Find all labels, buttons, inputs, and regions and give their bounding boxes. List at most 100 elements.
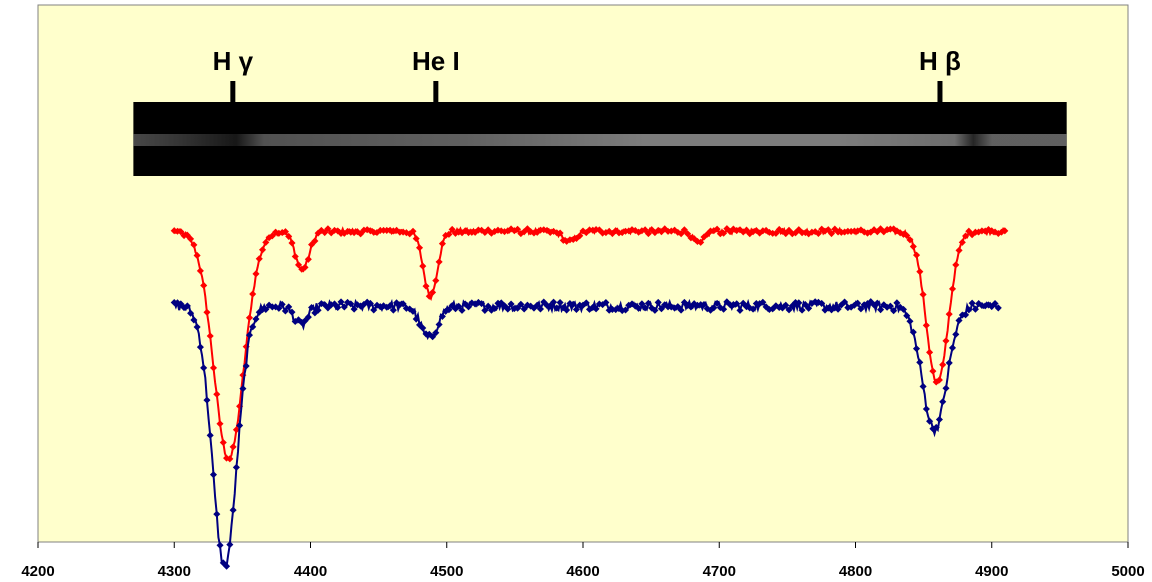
data-point: [249, 323, 257, 331]
data-point: [926, 348, 934, 356]
plot-area: [37, 4, 1129, 543]
spectral-line-markers: H γ He I H β: [213, 46, 961, 102]
data-point: [429, 333, 437, 341]
x-tick-label: 4800: [839, 563, 872, 580]
data-point: [827, 229, 836, 238]
data-point: [213, 510, 221, 518]
data-point: [903, 231, 911, 240]
data-point: [334, 303, 342, 311]
data-point: [415, 244, 424, 252]
data-point: [481, 306, 489, 314]
data-point: [759, 298, 767, 306]
data-point: [795, 299, 803, 307]
data-point: [491, 304, 499, 313]
data-point: [262, 305, 270, 313]
data-point: [435, 258, 443, 266]
data-point: [200, 364, 208, 372]
data-point: [677, 230, 685, 238]
data-point: [304, 313, 312, 321]
data-point: [906, 236, 914, 244]
data-point: [187, 309, 195, 317]
spectral-line-label: H γ: [213, 46, 254, 76]
data-point: [438, 240, 446, 248]
data-point: [190, 241, 198, 249]
data-point: [232, 463, 240, 471]
x-tick-label: 4500: [430, 563, 463, 580]
data-point: [955, 316, 963, 324]
data-point: [458, 306, 466, 314]
data-point: [945, 310, 953, 318]
spectral-line-label: H β: [919, 46, 961, 76]
data-point: [680, 226, 688, 234]
x-tick-label: 4900: [975, 563, 1008, 580]
data-point: [641, 304, 649, 312]
data-point: [229, 506, 237, 514]
data-point: [556, 299, 564, 307]
data-point: [909, 243, 917, 251]
data-point: [366, 299, 374, 308]
data-point: [275, 304, 283, 312]
data-point: [314, 306, 322, 314]
data-point: [942, 337, 950, 345]
data-point: [622, 306, 630, 314]
spectrum-image-strip: [133, 102, 1067, 176]
data-point: [991, 299, 999, 308]
line-marker-tick: [937, 81, 943, 102]
data-point: [906, 317, 914, 325]
data-point: [504, 305, 512, 313]
data-point: [635, 304, 643, 312]
data-point: [419, 324, 427, 332]
data-point: [536, 305, 544, 313]
data-point: [916, 268, 924, 276]
data-point: [337, 298, 345, 306]
data-point: [422, 282, 430, 290]
data-point: [563, 306, 571, 314]
data-point: [399, 300, 407, 308]
data-point: [638, 300, 646, 308]
x-tick-label: 5000: [1111, 563, 1144, 580]
data-point: [507, 300, 515, 308]
data-point: [386, 302, 394, 310]
series-1: [170, 298, 1002, 570]
data-point: [196, 343, 204, 351]
data-point: [288, 239, 296, 247]
data-point: [886, 302, 894, 310]
data-point: [550, 298, 558, 306]
data-point: [720, 305, 728, 313]
data-point: [249, 290, 257, 298]
x-tick-label: 4200: [21, 563, 54, 580]
data-point: [890, 307, 898, 315]
data-point: [370, 306, 378, 314]
data-point: [805, 304, 813, 312]
data-point: [288, 308, 296, 316]
data-point: [514, 225, 522, 233]
data-point: [209, 471, 218, 479]
data-point: [389, 306, 397, 314]
data-point: [409, 307, 417, 315]
data-point: [252, 270, 260, 278]
data-point: [216, 541, 224, 549]
data-point: [939, 361, 947, 369]
data-point: [818, 299, 826, 307]
data-point: [190, 316, 198, 324]
data-point: [772, 229, 780, 237]
data-point: [484, 302, 492, 310]
data-point: [952, 330, 960, 338]
x-tick-label: 4400: [294, 563, 327, 580]
data-point: [651, 306, 659, 314]
data-point: [412, 235, 420, 243]
data-point: [592, 305, 600, 313]
data-point: [445, 306, 453, 314]
data-point: [236, 422, 244, 430]
x-tick-label: 4700: [703, 563, 736, 580]
data-point: [419, 262, 427, 270]
data-point: [409, 227, 417, 235]
data-point: [834, 305, 842, 313]
data-point: [226, 541, 234, 549]
data-point: [301, 263, 309, 271]
data-point: [854, 299, 862, 307]
data-point: [798, 306, 806, 314]
line-marker-tick: [230, 81, 236, 102]
data-point: [736, 306, 744, 314]
data-point: [877, 306, 885, 314]
